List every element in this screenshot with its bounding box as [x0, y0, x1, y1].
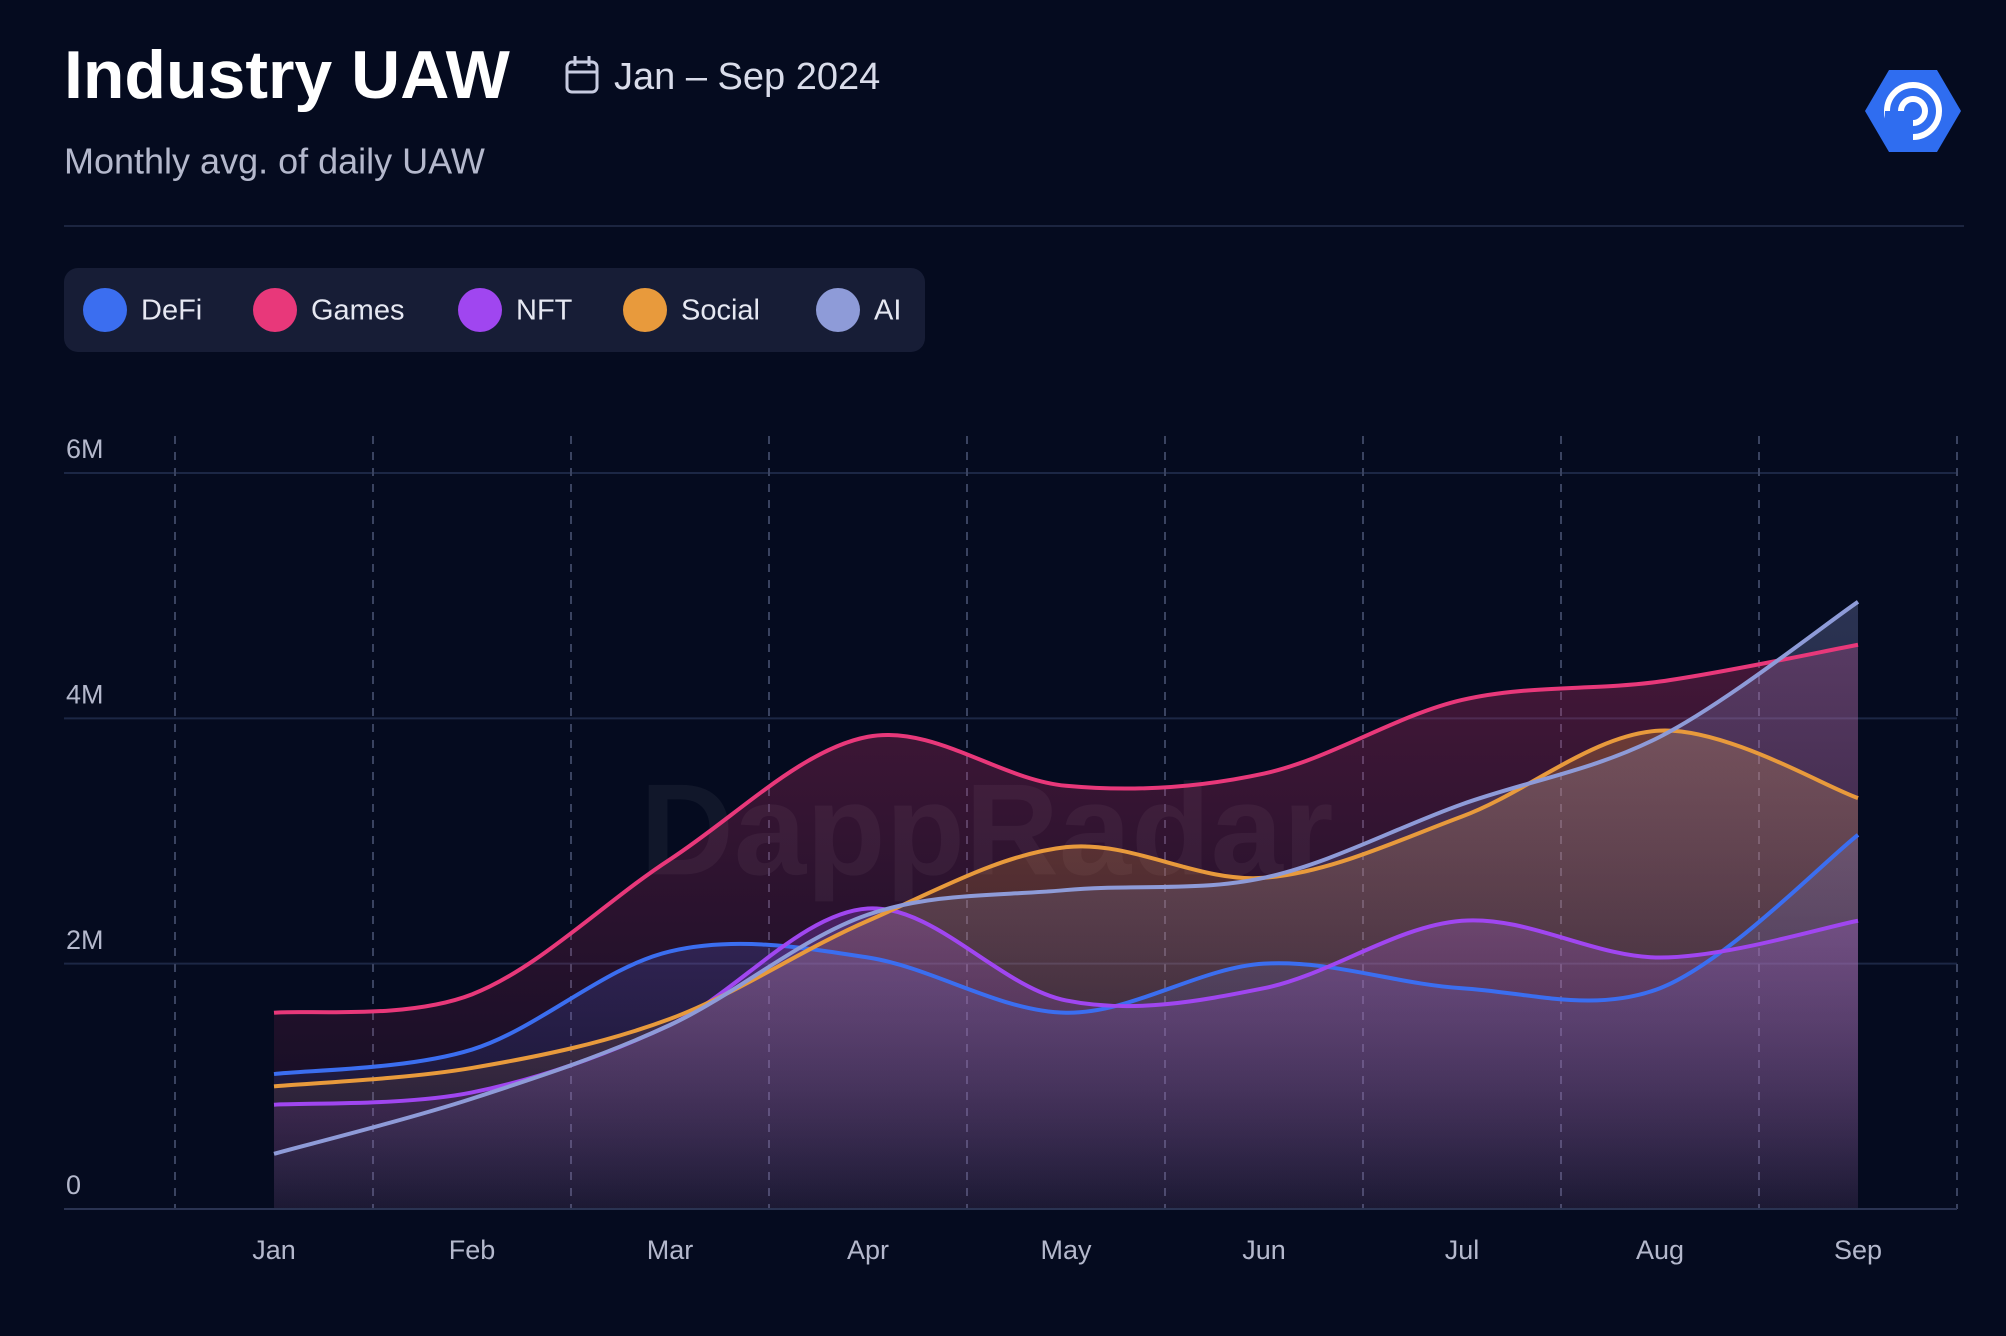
y-tick-label: 2M [66, 925, 104, 955]
y-tick-label: 4M [66, 679, 104, 709]
x-tick-label: Feb [449, 1235, 496, 1265]
series-line [273, 728, 1859, 1089]
chart-subtitle: Monthly avg. of daily UAW [64, 141, 485, 182]
series-area [274, 601, 1858, 1209]
x-tick-label: Apr [847, 1235, 889, 1265]
x-tick-label: May [1040, 1235, 1092, 1265]
y-tick-label: 6M [66, 434, 104, 464]
logo [1865, 70, 1961, 152]
series-line [273, 833, 1860, 1077]
series-line [273, 600, 1860, 1156]
legend-swatch [253, 288, 297, 332]
legend-swatch [458, 288, 502, 332]
date-range: Jan – Sep 2024 [614, 56, 880, 98]
series-line [273, 642, 1859, 1015]
x-tick-label: Jul [1445, 1235, 1480, 1265]
legend-label: Games [311, 295, 404, 327]
x-tick-label: Sep [1834, 1235, 1882, 1265]
x-tick-label: Aug [1636, 1235, 1684, 1265]
x-tick-label: Jun [1242, 1235, 1286, 1265]
legend-swatch [816, 288, 860, 332]
legend-label: DeFi [141, 295, 202, 327]
legend-swatch [83, 288, 127, 332]
x-tick-label: Mar [647, 1235, 694, 1265]
legend-label: NFT [516, 295, 573, 327]
y-tick-label: 0 [66, 1170, 81, 1200]
x-tick-label: Jan [252, 1235, 296, 1265]
legend-label: AI [874, 295, 901, 327]
legend-label: Social [681, 295, 760, 327]
legend-swatch [623, 288, 667, 332]
calendar-icon [565, 56, 599, 94]
chart-title: Industry UAW [64, 37, 511, 113]
